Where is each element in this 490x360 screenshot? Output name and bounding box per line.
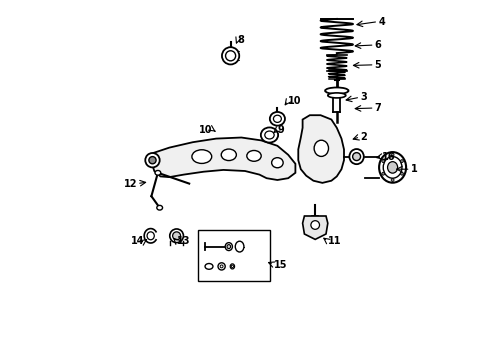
Ellipse shape: [235, 241, 244, 252]
Text: 12: 12: [123, 179, 137, 189]
Ellipse shape: [225, 243, 232, 251]
Text: 9: 9: [277, 125, 284, 135]
Ellipse shape: [311, 221, 319, 229]
Text: 3: 3: [360, 92, 367, 102]
Text: 15: 15: [274, 260, 287, 270]
Ellipse shape: [170, 229, 183, 243]
Ellipse shape: [383, 157, 402, 178]
Text: 5: 5: [374, 60, 381, 70]
Text: 1: 1: [411, 164, 417, 174]
Bar: [198, 230, 270, 281]
Ellipse shape: [227, 245, 231, 248]
Text: 7: 7: [374, 103, 381, 113]
Ellipse shape: [247, 150, 261, 161]
Ellipse shape: [379, 152, 406, 183]
Polygon shape: [151, 138, 295, 180]
Ellipse shape: [382, 160, 385, 163]
Ellipse shape: [192, 150, 212, 163]
Text: 8: 8: [238, 35, 245, 45]
Ellipse shape: [147, 232, 154, 240]
Polygon shape: [298, 115, 344, 183]
Ellipse shape: [391, 179, 394, 181]
Ellipse shape: [270, 112, 285, 126]
Ellipse shape: [149, 157, 156, 164]
Ellipse shape: [265, 131, 274, 139]
Ellipse shape: [231, 265, 233, 268]
Ellipse shape: [349, 149, 364, 164]
Text: 6: 6: [374, 40, 381, 50]
Ellipse shape: [391, 153, 394, 156]
Text: 14: 14: [131, 236, 144, 246]
Ellipse shape: [155, 170, 161, 175]
Text: 4: 4: [378, 17, 385, 27]
Text: 2: 2: [360, 132, 367, 142]
Text: 16: 16: [382, 152, 395, 162]
Ellipse shape: [388, 162, 398, 173]
Ellipse shape: [400, 160, 403, 163]
Ellipse shape: [273, 115, 281, 122]
Ellipse shape: [353, 153, 361, 161]
Ellipse shape: [230, 264, 235, 269]
Ellipse shape: [382, 172, 385, 175]
Polygon shape: [303, 216, 328, 239]
Ellipse shape: [205, 264, 213, 269]
Ellipse shape: [225, 51, 236, 61]
Ellipse shape: [221, 149, 236, 161]
Ellipse shape: [261, 127, 278, 143]
Text: 10: 10: [288, 96, 302, 106]
Ellipse shape: [218, 263, 225, 270]
Text: 13: 13: [176, 236, 190, 246]
Ellipse shape: [271, 158, 283, 168]
Text: 11: 11: [328, 236, 342, 246]
Ellipse shape: [222, 47, 239, 64]
Ellipse shape: [314, 140, 328, 156]
Ellipse shape: [328, 93, 346, 98]
Ellipse shape: [400, 172, 403, 175]
Text: 10: 10: [199, 125, 213, 135]
Ellipse shape: [325, 87, 348, 94]
Ellipse shape: [220, 265, 223, 268]
Ellipse shape: [172, 232, 180, 240]
Ellipse shape: [145, 153, 160, 167]
Ellipse shape: [157, 205, 163, 210]
